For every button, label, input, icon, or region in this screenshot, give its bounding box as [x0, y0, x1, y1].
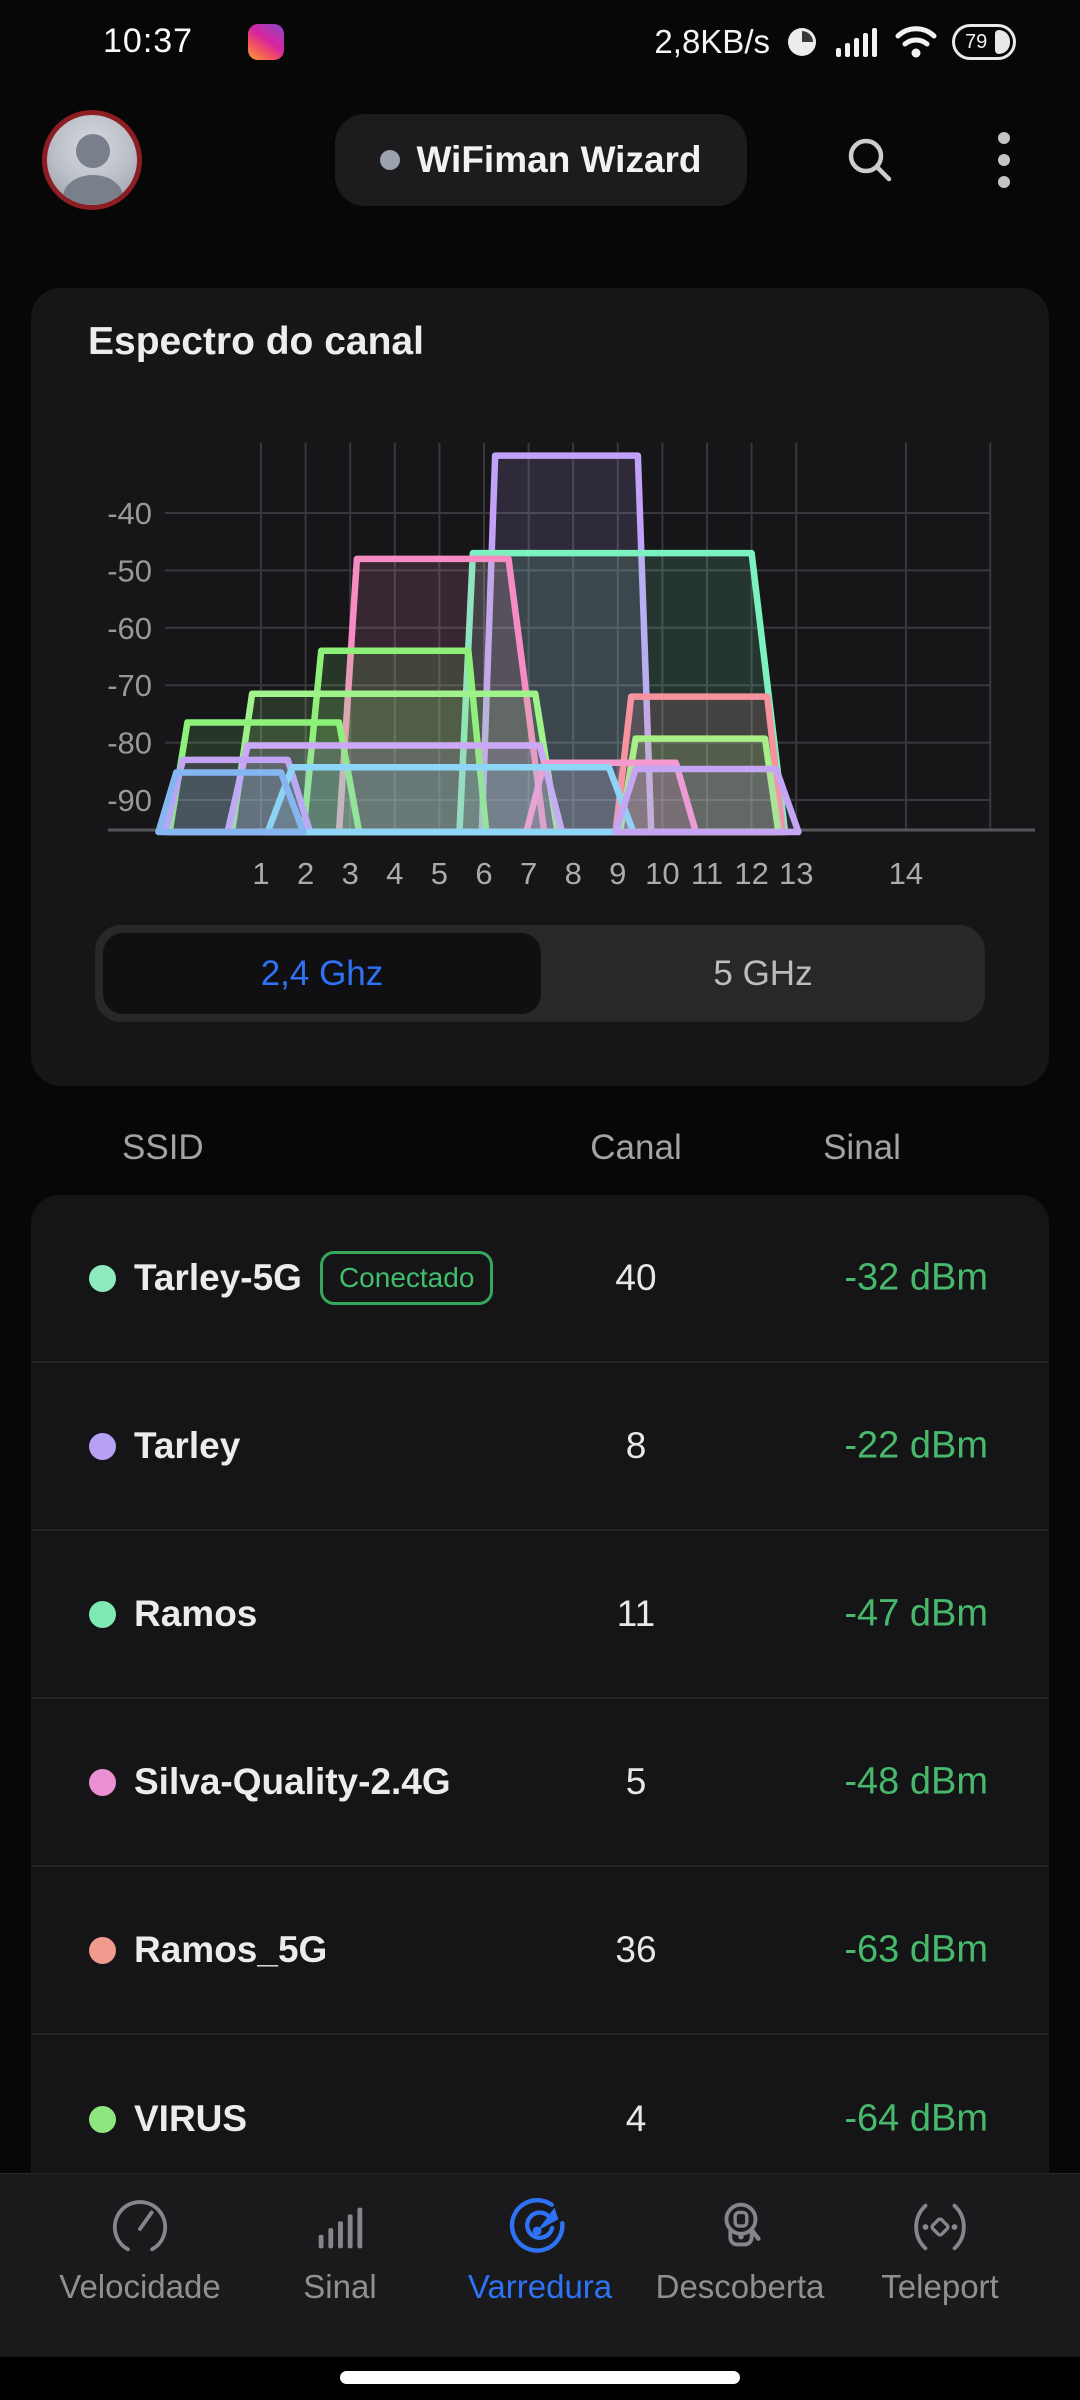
channel-value: 8 — [625, 1425, 647, 1466]
network-color-dot — [89, 1432, 116, 1460]
channel-spectrum-card: Espectro do canal -40 -50 -60 -70 -80 -90 1 2 3 4… — [31, 288, 1049, 1086]
network-color-dot — [89, 1264, 116, 1292]
signal-value: -22 dBm — [844, 1424, 988, 1467]
channel-value: 40 — [615, 1257, 657, 1298]
svg-text:9: 9 — [609, 856, 626, 891]
nav-item-teleport[interactable]: Teleport — [840, 2174, 1040, 2357]
nav-item-descoberta[interactable]: Descoberta — [640, 2174, 840, 2357]
svg-text:-50: -50 — [107, 553, 152, 588]
discovery-magnifier-icon — [724, 2202, 761, 2247]
band-option-24ghz[interactable]: 2,4 Ghz — [103, 933, 541, 1014]
svg-text:4: 4 — [386, 856, 403, 891]
table-row[interactable]: Ramos 11 -47 dBm — [31, 1531, 1049, 1699]
app-title: WiFiman Wizard — [416, 139, 702, 180]
ssid-label: Tarley — [134, 1425, 241, 1466]
ssid-label: VIRUS — [134, 2098, 248, 2139]
channel-value: 4 — [625, 2098, 647, 2139]
overflow-menu-button[interactable] — [972, 128, 1036, 192]
battery-percent: 79 — [965, 30, 988, 53]
svg-text:8: 8 — [565, 856, 582, 891]
signal-bars-icon — [318, 2207, 363, 2249]
svg-text:14: 14 — [889, 856, 923, 891]
network-color-dot — [89, 1768, 116, 1796]
table-row[interactable]: VIRUS 4 -64 dBm — [31, 2035, 1049, 2173]
svg-text:13: 13 — [779, 856, 813, 891]
svg-text:-60: -60 — [107, 611, 152, 646]
network-color-dot — [89, 1936, 116, 1964]
svg-text:5: 5 — [431, 856, 448, 891]
signal-value: -47 dBm — [844, 1592, 988, 1635]
battery-icon: 79 — [952, 24, 1016, 60]
signal-value: -63 dBm — [844, 1928, 988, 1971]
table-row[interactable]: Silva-Quality-2.4G 5 -48 dBm — [31, 1699, 1049, 1867]
ssid-label: Ramos_5G — [134, 1929, 328, 1970]
column-header-canal: Canal — [590, 1128, 682, 1167]
column-header-sinal: Sinal — [823, 1128, 901, 1167]
ssid-label: Silva-Quality-2.4G — [134, 1761, 451, 1802]
svg-text:11: 11 — [691, 856, 723, 891]
kebab-menu-icon — [998, 132, 1010, 188]
svg-text:10: 10 — [645, 856, 679, 891]
home-indicator[interactable] — [340, 2371, 740, 2384]
teleport-icon — [914, 2203, 966, 2251]
wifi-icon — [895, 26, 937, 58]
svg-text:7: 7 — [520, 856, 537, 891]
table-row[interactable]: Ramos_5G 36 -63 dBm — [31, 1867, 1049, 2035]
svg-text:3: 3 — [342, 856, 359, 891]
svg-text:12: 12 — [734, 856, 768, 891]
instagram-icon — [248, 24, 284, 60]
app-title-pill[interactable]: WiFiman Wizard — [335, 114, 747, 206]
radar-icon — [509, 2198, 565, 2253]
search-button[interactable] — [838, 128, 902, 192]
signal-value: -32 dBm — [844, 1256, 988, 1299]
channel-value: 11 — [616, 1593, 656, 1634]
search-icon — [848, 138, 892, 182]
bottom-nav: Velocidade Sinal Varredura — [0, 2173, 1080, 2357]
connected-badge: Conectado — [319, 1251, 494, 1305]
svg-text:1: 1 — [252, 856, 269, 891]
nav-item-velocidade[interactable]: Velocidade — [40, 2174, 240, 2357]
table-row[interactable]: Tarley-5G Conectado 40 -32 dBm — [31, 1195, 1049, 1363]
svg-text:-70: -70 — [107, 668, 152, 703]
nav-item-sinal[interactable]: Sinal — [240, 2174, 440, 2357]
network-speed: 2,8KB/s — [654, 23, 770, 60]
channel-value: 5 — [625, 1761, 647, 1802]
cell-signal-icon — [836, 28, 877, 57]
ssid-label: Tarley-5G — [134, 1257, 302, 1298]
svg-text:6: 6 — [475, 856, 492, 891]
band-option-5ghz[interactable]: 5 GHz — [713, 953, 813, 993]
signal-value: -48 dBm — [844, 1760, 988, 1803]
table-header: SSID Canal Sinal — [31, 1128, 1049, 1188]
status-time: 10:37 — [103, 22, 194, 60]
band-toggle: 2,4 Ghz 5 GHz — [95, 925, 985, 1022]
signal-value: -64 dBm — [844, 2097, 988, 2140]
channel-value: 36 — [615, 1929, 657, 1970]
app-header: WiFiman Wizard — [0, 100, 1080, 230]
gesture-area — [0, 2357, 1080, 2400]
svg-text:-90: -90 — [107, 783, 152, 818]
svg-text:2: 2 — [297, 856, 314, 891]
svg-text:-80: -80 — [107, 726, 152, 761]
card-title: Espectro do canal — [88, 320, 424, 363]
table-row[interactable]: Tarley 8 -22 dBm — [31, 1363, 1049, 1531]
clock-icon — [788, 28, 816, 56]
nav-item-varredura[interactable]: Varredura — [440, 2174, 640, 2357]
column-header-ssid: SSID — [122, 1128, 204, 1167]
status-dot-icon — [380, 150, 401, 170]
network-table: Tarley-5G Conectado 40 -32 dBm Tarley 8 … — [31, 1195, 1049, 2173]
spectrum-chart: -40-50-60-70-80-901 2 3 4 5 6 7 8 9 10 11 12 13 14 — [107, 443, 1035, 891]
network-color-dot — [89, 2105, 116, 2133]
network-color-dot — [89, 1600, 116, 1628]
svg-text:-40: -40 — [107, 496, 152, 531]
status-bar: 10:37 2,8KB/s 79 — [0, 0, 1080, 80]
speedometer-icon — [112, 2200, 168, 2252]
ssid-label: Ramos — [134, 1593, 258, 1634]
avatar[interactable] — [42, 110, 142, 210]
